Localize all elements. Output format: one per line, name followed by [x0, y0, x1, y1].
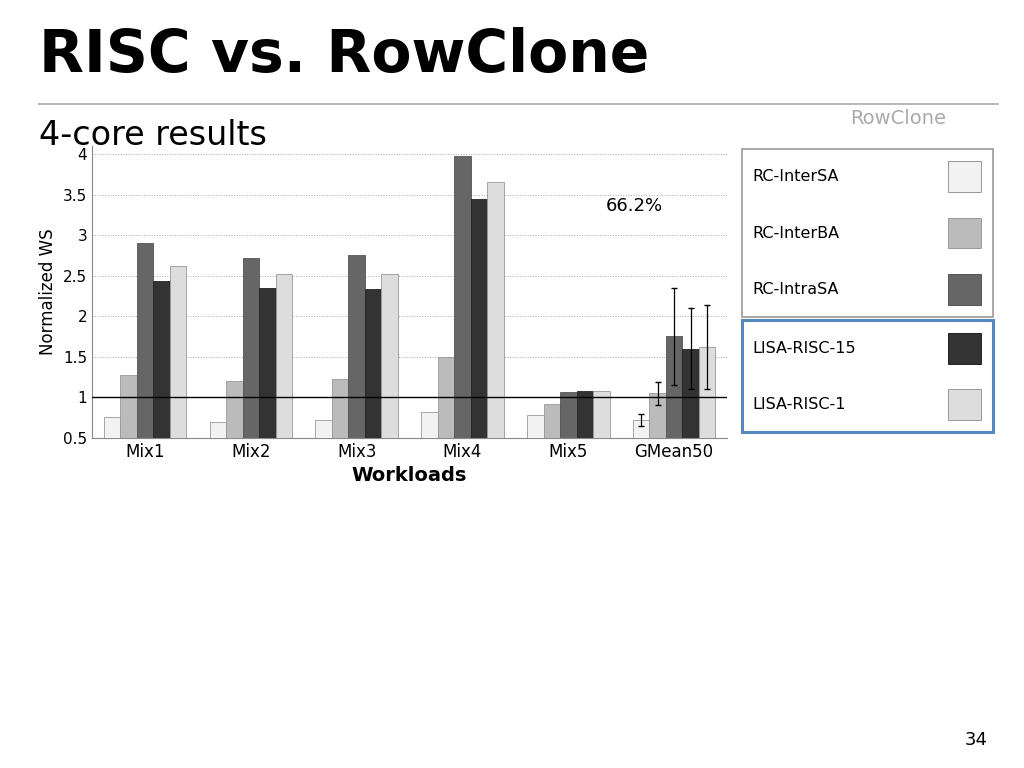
Bar	[471, 199, 487, 478]
Text: 34: 34	[966, 731, 988, 749]
Y-axis label: Normalized WS: Normalized WS	[40, 229, 57, 355]
Bar	[437, 356, 455, 478]
Bar	[699, 347, 716, 478]
Bar	[487, 183, 504, 478]
Bar	[948, 273, 981, 305]
Bar	[948, 161, 981, 192]
Bar	[170, 266, 186, 478]
Text: LISA-RISC-1: LISA-RISC-1	[753, 397, 846, 412]
Text: RC-IntraSA: RC-IntraSA	[753, 282, 839, 296]
Bar	[527, 415, 544, 478]
FancyBboxPatch shape	[742, 149, 993, 317]
Bar	[455, 156, 471, 478]
Bar	[137, 243, 154, 478]
Text: RC-InterBA: RC-InterBA	[753, 226, 840, 240]
X-axis label: Workloads: Workloads	[352, 466, 467, 485]
Bar	[226, 381, 243, 478]
Bar	[577, 391, 593, 478]
FancyBboxPatch shape	[742, 320, 993, 432]
Text: LISA-RISC-15: LISA-RISC-15	[753, 341, 856, 356]
Bar	[666, 336, 682, 478]
Bar	[948, 389, 981, 420]
Text: 66.2%: 66.2%	[605, 197, 663, 215]
Bar	[948, 217, 981, 249]
Bar	[275, 274, 292, 478]
Bar	[633, 420, 649, 478]
Bar	[210, 422, 226, 478]
Bar	[382, 274, 398, 478]
Bar	[120, 376, 137, 478]
Bar	[544, 404, 560, 478]
Bar	[948, 333, 981, 363]
Bar	[259, 288, 275, 478]
Bar	[649, 393, 666, 478]
Bar	[421, 412, 437, 478]
Bar	[103, 418, 120, 478]
Text: RISC vs. RowClone: RISC vs. RowClone	[39, 27, 649, 84]
Bar	[315, 420, 332, 478]
Text: RC-InterSA: RC-InterSA	[753, 170, 839, 184]
Bar	[332, 379, 348, 478]
Bar	[365, 290, 382, 478]
Text: 4-core results: 4-core results	[39, 119, 267, 152]
Text: RowClone: RowClone	[850, 109, 946, 128]
Bar	[348, 254, 365, 478]
Bar	[593, 391, 609, 478]
Bar	[682, 349, 699, 478]
Bar	[154, 281, 170, 478]
Bar	[560, 392, 577, 478]
Bar	[243, 258, 259, 478]
